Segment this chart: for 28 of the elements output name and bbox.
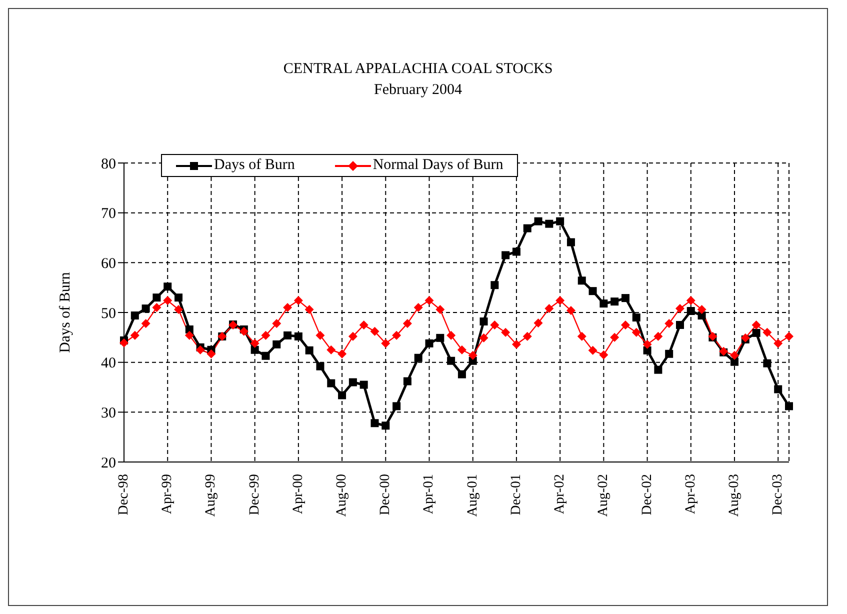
x-tick-label: Dec-98	[116, 474, 132, 516]
x-tick-label: Apr-02	[552, 474, 568, 514]
y-tick-label: 70	[101, 206, 116, 222]
x-tick-label: Aug-03	[726, 474, 742, 517]
y-tick-label: 40	[101, 356, 116, 372]
y-tick-label: 80	[101, 156, 116, 172]
y-tick-label: 30	[101, 405, 116, 422]
x-tick-label: Apr-01	[422, 474, 437, 514]
legend-label: Normal Days of Burn	[372, 157, 504, 174]
x-tick-label: Aug-02	[596, 474, 612, 517]
y-axis-title: Days of Burn	[57, 272, 74, 353]
x-tick-label: Apr-00	[290, 474, 306, 514]
x-tick-label: Dec-99	[247, 474, 262, 516]
y-tick-label: 60	[101, 256, 116, 272]
y-tick-label: 50	[101, 306, 116, 322]
x-tick-label: Aug-01	[465, 474, 480, 517]
x-tick-label: Dec-00	[378, 474, 394, 516]
x-tick-label: Dec-02	[640, 474, 655, 516]
legend-label: Days of Burn	[213, 157, 295, 174]
x-tick-label: Dec-03	[770, 474, 786, 516]
y-tick-label: 20	[101, 455, 116, 472]
x-tick-label: Apr-03	[683, 474, 698, 514]
x-tick-label: Aug-00	[334, 474, 350, 517]
x-tick-label: Dec-01	[508, 474, 524, 516]
x-tick-label: Apr-99	[160, 474, 176, 514]
x-tick-label: Aug-99	[204, 474, 219, 517]
chart-title: CENTRAL APPALACHIA COAL STOCKS	[282, 60, 554, 79]
chart-subtitle: February 2004	[373, 81, 463, 100]
